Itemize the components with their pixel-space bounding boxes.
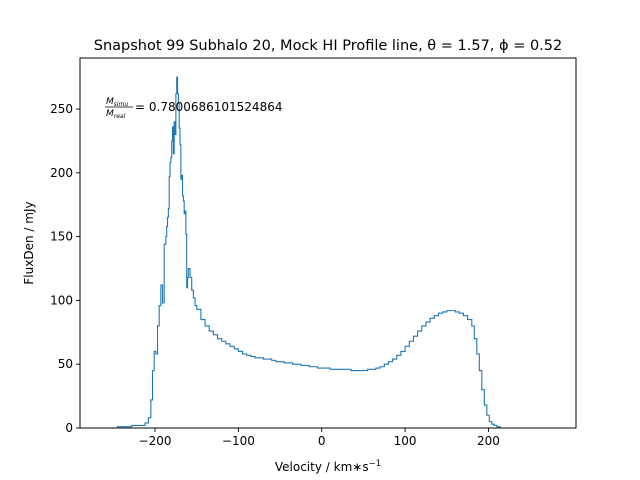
ratio-numerator: Msimu [106, 97, 128, 108]
axes-frame [79, 57, 577, 429]
x-axis: −200 −100 0 100 200 [139, 428, 500, 448]
x-tick-label: 100 [394, 434, 417, 448]
x-axis-label: Velocity / km∗s−1 [275, 459, 381, 474]
ratio-value: = 0.7800686101524864 [135, 100, 282, 114]
mass-ratio-annotation: Msimu Mreal = 0.7800686101524864 [105, 97, 282, 120]
ratio-denominator: Mreal [106, 109, 126, 120]
y-tick-label: 0 [65, 421, 73, 435]
y-tick-label: 200 [50, 166, 73, 180]
x-tick-label: −100 [222, 434, 255, 448]
y-tick-label: 150 [50, 230, 73, 244]
x-tick-label: −200 [139, 434, 172, 448]
plot-area [79, 57, 577, 429]
chart-title: Snapshot 99 Subhalo 20, Mock HI Profile … [94, 38, 563, 54]
y-tick-label: 50 [58, 357, 73, 371]
x-tick-label: 0 [318, 434, 326, 448]
y-axis: 0 50 100 150 200 250 [50, 102, 80, 435]
x-axis-label-text: Velocity / km∗s [275, 460, 369, 474]
y-tick-label: 100 [50, 293, 73, 307]
x-axis-label-exponent: −1 [369, 459, 382, 469]
flux-profile-series-line [103, 76, 547, 429]
y-tick-label: 250 [50, 102, 73, 116]
y-axis-label: FluxDen / mJy [22, 201, 36, 284]
x-tick-label: 200 [477, 434, 500, 448]
